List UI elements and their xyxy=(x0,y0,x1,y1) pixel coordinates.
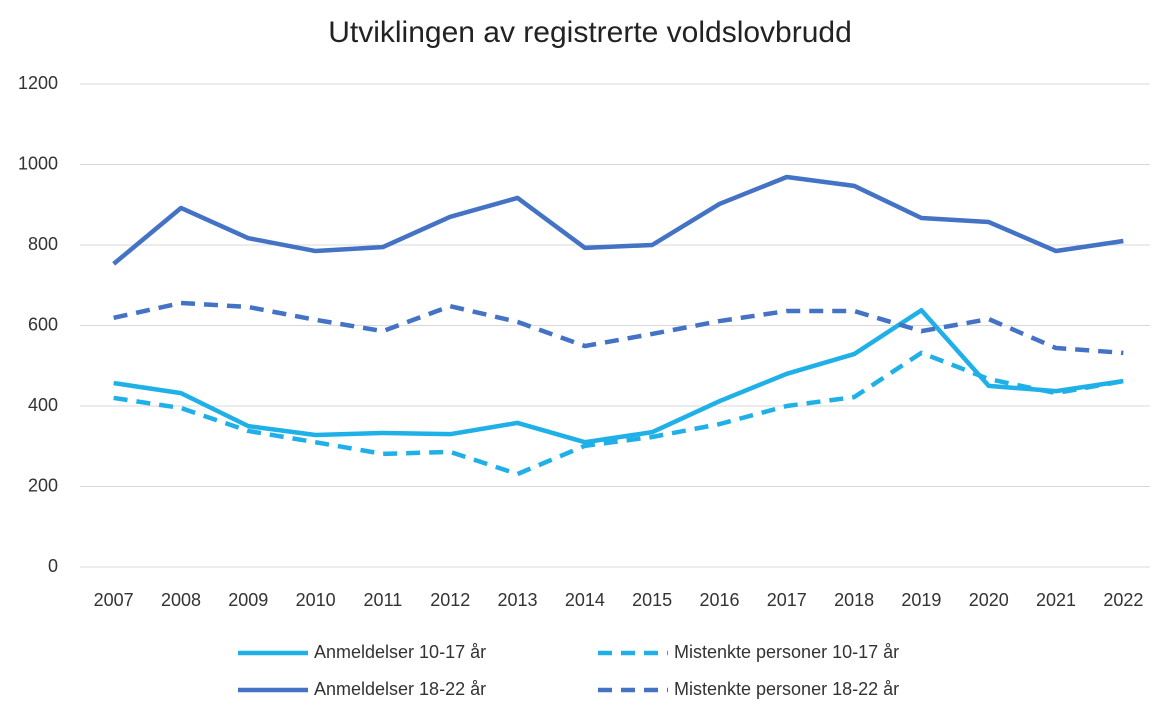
x-tick-label: 2018 xyxy=(834,590,874,610)
x-tick-label: 2015 xyxy=(632,590,672,610)
legend-label: Anmeldelser 10-17 år xyxy=(314,642,486,662)
x-tick-label: 2022 xyxy=(1103,590,1143,610)
x-tick-label: 2013 xyxy=(498,590,538,610)
x-tick-label: 2014 xyxy=(565,590,605,610)
y-tick-label: 1200 xyxy=(18,73,58,93)
x-tick-label: 2011 xyxy=(364,590,403,610)
y-tick-label: 800 xyxy=(28,234,58,254)
legend-label: Mistenkte personer 18-22 år xyxy=(674,679,899,699)
series-line xyxy=(113,350,1124,477)
legend-label: Anmeldelser 18-22 år xyxy=(314,679,486,699)
series-line xyxy=(112,174,1124,266)
legend-label: Mistenkte personer 10-17 år xyxy=(674,642,899,662)
chart-title: Utviklingen av registrerte voldslovbrudd xyxy=(328,16,852,49)
x-tick-label: 2021 xyxy=(1036,590,1076,610)
x-tick-label: 2019 xyxy=(901,590,941,610)
x-tick-label: 2008 xyxy=(161,590,201,610)
y-tick-label: 0 xyxy=(48,556,58,576)
x-tick-label: 2009 xyxy=(228,590,268,610)
y-tick-label: 600 xyxy=(28,314,58,334)
x-tick-label: 2020 xyxy=(969,590,1009,610)
series-line xyxy=(113,300,1124,356)
x-tick-label: 2016 xyxy=(699,590,739,610)
x-tick-label: 2017 xyxy=(767,590,807,610)
x-tick-label: 2010 xyxy=(296,590,336,610)
x-tick-label: 2007 xyxy=(94,590,134,610)
y-tick-label: 400 xyxy=(28,395,58,415)
y-tick-label: 1000 xyxy=(18,153,58,173)
series-line xyxy=(113,307,1124,445)
y-tick-label: 200 xyxy=(28,475,58,495)
x-tick-label: 2012 xyxy=(430,590,470,610)
